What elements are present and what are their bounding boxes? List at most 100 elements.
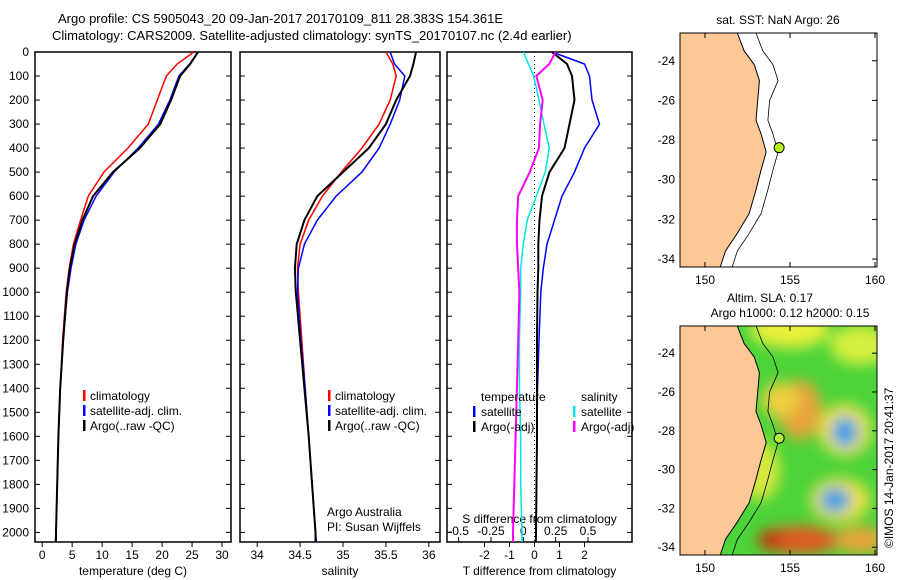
sla-anomaly-blob — [760, 526, 840, 554]
legend-swatch — [473, 421, 476, 432]
map-frame — [679, 325, 878, 556]
y-tick-label: 700 — [9, 213, 29, 227]
lat-tick-label: -24 — [658, 346, 676, 360]
legend-label: satellite — [481, 405, 522, 419]
series-line-s-argo-adj- — [512, 51, 557, 542]
plot-frame — [239, 51, 441, 543]
profile-panel-2: 34 34.5 35 35.5 36 salinity climatologysatelli… — [239, 51, 441, 578]
sla-anomaly-blob — [831, 416, 859, 448]
y-tick-label: 500 — [9, 165, 29, 179]
x2-axis-label: S difference from climatology — [462, 512, 617, 526]
map-sla: 150 155 160 -24 -26 -28 -30 -32 -34 — [658, 325, 885, 575]
map-top-title: sat. SST: NaN Argo: 26 — [716, 13, 840, 27]
land-australia — [679, 325, 767, 556]
argo-position-marker — [773, 142, 785, 154]
x-axis-label: salinity — [322, 564, 359, 578]
series-line-climatology — [296, 51, 397, 543]
x-tick-label: 30 — [215, 548, 229, 562]
legend-label: satellite-adj. clim. — [90, 404, 182, 418]
legend-swatch — [83, 390, 86, 401]
imos-credit: ©IMOS 14-Jan-2017 20:41:37 — [882, 387, 896, 548]
lat-tick-label: -32 — [658, 212, 676, 226]
y-tick-label: 1300 — [2, 357, 29, 371]
y-tick-label: 300 — [9, 117, 29, 131]
legend-label: Argo(..raw -QC) — [90, 419, 175, 433]
y-tick-label: 1200 — [2, 333, 29, 347]
series-line-argo-raw-qc- — [293, 51, 417, 542]
profile-panel-3: -2 -1 0 1 2 T difference from climatology -0.5… — [446, 51, 634, 578]
y-tick-label: 900 — [9, 261, 29, 275]
y-tick-label: 2000 — [2, 525, 29, 539]
lat-tick-label: -30 — [658, 463, 676, 477]
x2-tick-label: -0.25 — [477, 524, 505, 538]
y-tick-label: 1100 — [3, 309, 29, 323]
x-tick-label: 34.5 — [288, 548, 312, 562]
x-tick-label: 36 — [422, 548, 436, 562]
annotation-line-1: Argo Australia — [327, 505, 402, 519]
y-tick-label: 600 — [9, 189, 29, 203]
y-tick-label: 1600 — [2, 429, 29, 443]
sla-anomaly-blob — [758, 530, 782, 550]
x-tick-label: 0 — [531, 548, 538, 562]
series-line-argo-raw-qc- — [55, 51, 199, 542]
lat-tick-label: -28 — [658, 424, 676, 438]
legend-header-temperature: temperature — [481, 390, 546, 404]
x-tick-label: 10 — [95, 548, 109, 562]
plot-frame — [34, 51, 232, 543]
lat-tick-label: -26 — [658, 385, 676, 399]
lat-tick-label: -28 — [658, 133, 676, 147]
profile-panel-1: 0100200300400500600700800900100011001200… — [2, 45, 232, 578]
legend-label: Argo(-adj) — [481, 420, 534, 434]
legend-header-salinity: salinity — [581, 390, 618, 404]
isobath-line — [731, 325, 779, 556]
y-tick-label: 1900 — [2, 501, 29, 515]
series-line-satellite-adj-clim- — [54, 51, 199, 543]
sla-anomaly-blob — [835, 526, 877, 554]
argo-position-marker — [773, 432, 785, 444]
lat-tick-label: -26 — [658, 93, 676, 107]
lon-tick-label: 150 — [695, 561, 715, 575]
x2-tick-label: 0 — [520, 524, 527, 538]
x-tick-label: -2 — [479, 548, 490, 562]
x-axis-label: T difference from climatology — [463, 564, 617, 578]
lat-tick-label: -24 — [658, 54, 676, 68]
lon-tick-label: 160 — [865, 273, 885, 287]
y-tick-label: 1400 — [2, 381, 29, 395]
x-tick-label: 20 — [155, 548, 169, 562]
annotation-line-2: PI: Susan Wijffels — [327, 520, 421, 534]
y-tick-label: 800 — [9, 237, 29, 251]
plot-frame — [446, 51, 633, 543]
sla-anomaly-blob — [830, 326, 877, 365]
lon-tick-label: 155 — [780, 273, 800, 287]
y-tick-label: 1800 — [2, 477, 29, 491]
sla-anomaly-blob — [750, 326, 830, 348]
legend-swatch — [83, 405, 86, 416]
series-line-satellite-adj-clim- — [296, 51, 406, 543]
x-tick-label: 2 — [581, 548, 588, 562]
isobath-line — [731, 32, 779, 268]
legend-label: Argo(-adj) — [581, 420, 634, 434]
y-tick-label: 100 — [9, 69, 29, 83]
land-australia — [679, 32, 767, 268]
lon-tick-label: 155 — [780, 561, 800, 575]
title-line-1: Argo profile: CS 5905043_20 09-Jan-2017 … — [58, 11, 504, 26]
series-line-s-satellite — [518, 51, 550, 542]
legend-label: satellite-adj. clim. — [335, 404, 427, 418]
legend-swatch — [328, 420, 331, 431]
x-tick-label: -1 — [504, 548, 515, 562]
x-tick-label: 34 — [250, 548, 264, 562]
x-axis-label: temperature (deg C) — [79, 564, 187, 578]
lat-tick-label: -34 — [658, 540, 676, 554]
x2-tick-label: -0.5 — [448, 524, 469, 538]
y-tick-label: 400 — [9, 141, 29, 155]
y-tick-label: 0 — [22, 45, 29, 59]
lon-tick-label: 160 — [865, 561, 885, 575]
x-tick-label: 1 — [556, 548, 563, 562]
legend-swatch — [573, 406, 576, 417]
y-tick-label: 1700 — [2, 453, 29, 467]
series-line-t-satellite — [535, 51, 601, 543]
legend-label: climatology — [90, 389, 150, 403]
map-bottom-title-1: Altim. SLA: 0.17 — [727, 291, 813, 305]
legend-swatch — [83, 420, 86, 431]
